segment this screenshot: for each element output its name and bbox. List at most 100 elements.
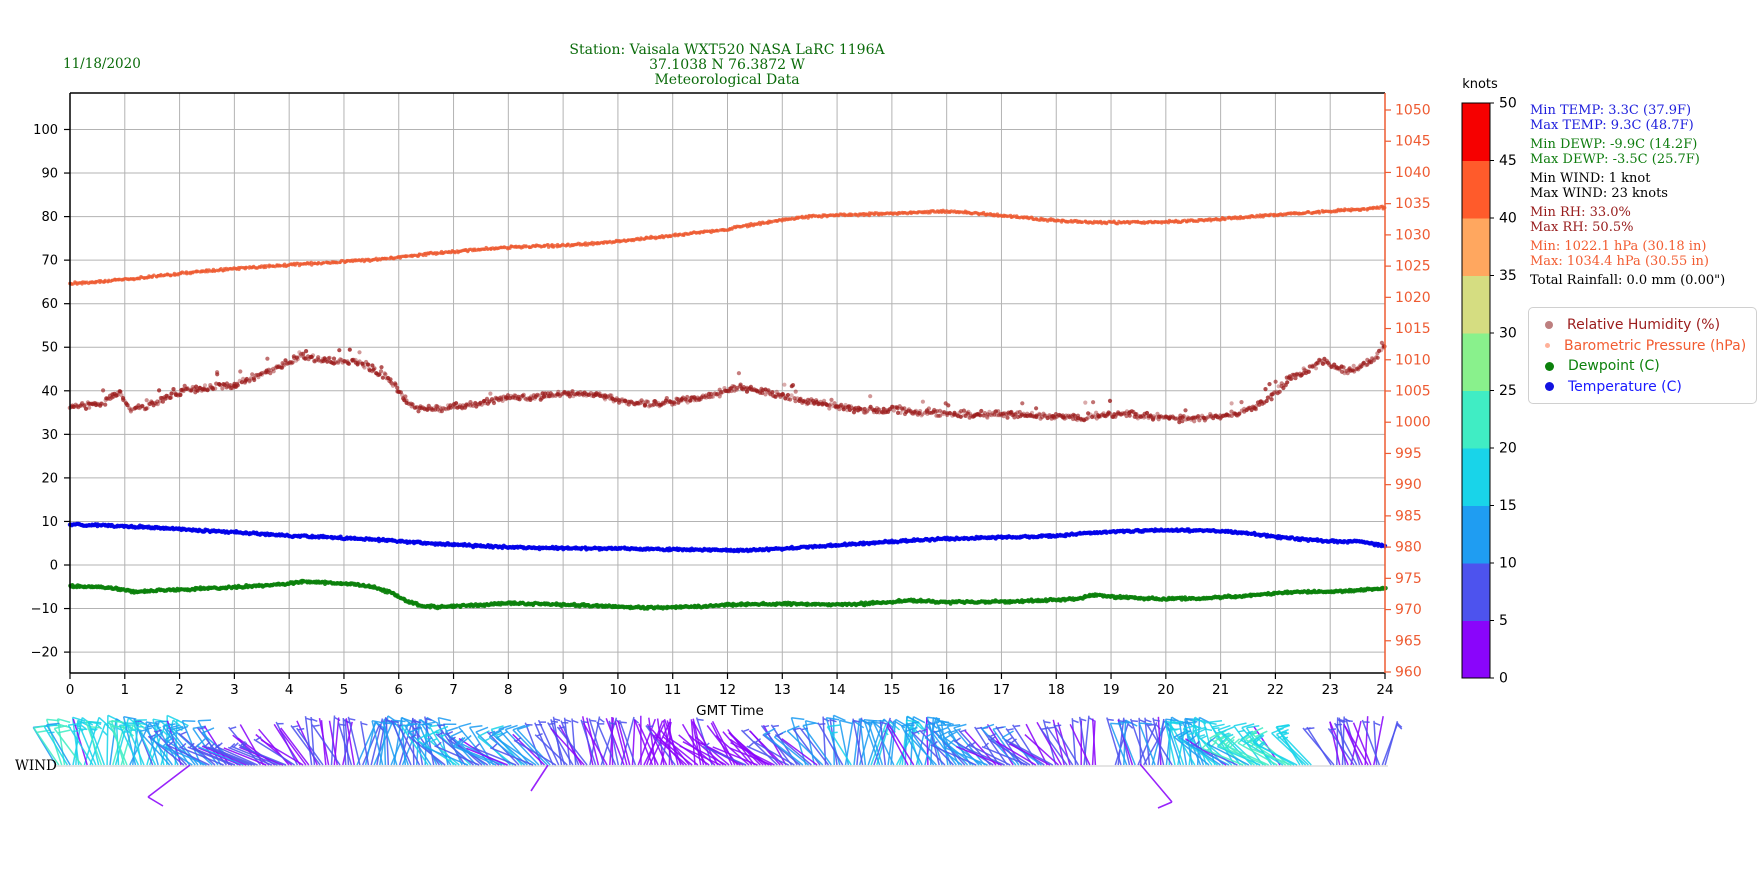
colorbar-tick-label: 50 (1499, 96, 1517, 112)
legend-item-label: Relative Humidity (%) (1567, 317, 1721, 334)
pressure-tick-label: 1005 (1395, 383, 1431, 399)
x-axis-tick-label: 24 (1376, 682, 1393, 698)
y-axis-tick-label: 0 (50, 559, 58, 574)
stat-line: Min RH: 33.0% (1530, 205, 1631, 220)
pressure-tick-label: 980 (1395, 540, 1422, 556)
plot-title: Station: Vaisala WXT520 NASA LaRC 1196A … (527, 43, 927, 88)
pressure-tick-label: 1000 (1395, 415, 1431, 431)
x-axis-tick-label: 2 (175, 682, 184, 698)
x-axis-tick-label: 0 (66, 682, 75, 698)
colorbar-tick-label: 5 (1499, 613, 1508, 629)
x-axis-tick-label: 13 (774, 682, 791, 698)
y-axis-tick-label: 30 (41, 428, 58, 443)
pressure-tick-label: 965 (1395, 633, 1422, 649)
x-axis-tick-label: 11 (664, 682, 681, 698)
y-axis-tick-label: 20 (41, 471, 58, 486)
stat-line: Min WIND: 1 knot (1530, 171, 1651, 186)
stat-line: Min TEMP: 3.3C (37.9F) (1530, 103, 1692, 118)
legend-item: Relative Humidity (%) (1529, 315, 1756, 336)
wind-barbs (32, 714, 1403, 809)
stat-line: Max DEWP: -3.5C (25.7F) (1530, 151, 1700, 167)
x-axis-tick-label: 1 (120, 682, 129, 698)
colorbar-tick-label: 15 (1499, 498, 1517, 514)
legend-item-label: Dewpoint (C) (1568, 358, 1660, 375)
pressure-tick-label: 1025 (1395, 259, 1431, 275)
pressure-tick-label: 990 (1395, 477, 1422, 493)
legend-item-label: Temperature (C) (1568, 378, 1682, 395)
legend-item: Dewpoint (C) (1529, 356, 1756, 377)
x-axis-tick-label: 10 (609, 682, 626, 698)
y-axis-right-pressure: 1050 1045 1040 1035 1030 1025 1020 1015 1010 1005… (1385, 103, 1431, 680)
colorbar-tick-label: 35 (1499, 268, 1517, 284)
pressure-tick-label: 995 (1395, 446, 1422, 462)
wind-speed-colorbar: 0 5 10 15 20 25 30 35 40 45 50 (1461, 96, 1517, 687)
series-dewpoint (68, 578, 1388, 611)
stat-line: Total Rainfall: 0.0 mm (0.00") (1530, 273, 1726, 288)
legend-box: Relative Humidity (%) Barometric Pressure… (1528, 307, 1757, 404)
stat-line: Min DEWP: -9.9C (14.2F) (1530, 137, 1698, 152)
stats-panel: Min TEMP: 3.3C (37.9F) Max TEMP: 9.3C (48… (1530, 103, 1760, 289)
legend-marker-dot (1545, 343, 1550, 349)
legend-marker-dot (1545, 361, 1554, 371)
y-axis-tick-label: 80 (41, 210, 58, 225)
title-coordinates-line: 37.1038 N 76.3872 W (649, 57, 805, 73)
colorbar-tick-label: 30 (1499, 326, 1517, 342)
x-axis-tick-label: 5 (340, 682, 349, 698)
x-axis-tick-label: 7 (449, 682, 458, 698)
colorbar-tick-label: 25 (1499, 383, 1517, 399)
plot-date: 11/18/2020 (63, 56, 141, 72)
x-axis-tick-label: 6 (394, 682, 403, 698)
x-axis-tick-label: 21 (1212, 682, 1229, 698)
stat-line: Max RH: 50.5% (1530, 219, 1634, 235)
y-axis-tick-label: 70 (41, 254, 58, 269)
colorbar-tick-label: 10 (1499, 556, 1517, 572)
x-axis-tick-label: 20 (1157, 682, 1174, 698)
colorbar-tick-label: 40 (1499, 211, 1517, 227)
pressure-tick-label: 975 (1395, 571, 1422, 587)
x-axis-tick-label: 17 (993, 682, 1010, 698)
x-axis-tick-label: 3 (230, 682, 239, 698)
legend-marker-dot (1545, 382, 1554, 392)
y-axis-tick-label: 40 (41, 384, 58, 399)
legend-marker-dot (1545, 321, 1553, 330)
colorbar-tick-label: 20 (1499, 441, 1517, 457)
pressure-tick-label: 985 (1395, 508, 1422, 524)
series-pressure (68, 204, 1387, 286)
x-axis-tick-label: 23 (1322, 682, 1339, 698)
x-axis-tick-label: 12 (719, 682, 736, 698)
stat-line: Max: 1034.4 hPa (30.55 in) (1530, 253, 1709, 269)
wind-row-label: WIND (15, 758, 57, 774)
y-axis-tick-label: 50 (41, 341, 58, 356)
pressure-tick-label: 970 (1395, 602, 1422, 618)
x-axis-tick-label: 16 (938, 682, 955, 698)
x-axis-tick-label: 22 (1267, 682, 1284, 698)
y-axis-tick-label: 10 (41, 515, 58, 530)
pressure-tick-label: 1015 (1395, 321, 1431, 337)
colorbar-tick-label: 45 (1499, 153, 1517, 169)
pressure-tick-label: 1045 (1395, 134, 1431, 150)
x-axis-tick-label: 15 (883, 682, 900, 698)
x-axis-tick-label: 8 (504, 682, 513, 698)
stat-line: Max WIND: 23 knots (1530, 185, 1668, 201)
pressure-tick-label: 1050 (1395, 103, 1431, 119)
stat-line: Min: 1022.1 hPa (30.18 in) (1530, 239, 1707, 254)
stat-line: Max TEMP: 9.3C (48.7F) (1530, 117, 1694, 133)
series-temperature (67, 521, 1388, 554)
x-axis-tick-label: 4 (285, 682, 294, 698)
series-rh (67, 340, 1387, 425)
pressure-tick-label: 1035 (1395, 196, 1431, 212)
x-axis: 0 1 2 3 4 5 6 7 8 9 10 11 12 13 14 15 16 17 18 19 20 21 22 23 24 (66, 673, 1394, 698)
title-station-line: Station: Vaisala WXT520 NASA LaRC 1196A (569, 42, 885, 58)
y-axis-tick-label: 90 (41, 167, 58, 182)
legend-item: Barometric Pressure (hPa) (1529, 336, 1756, 357)
legend-item-label: Barometric Pressure (hPa) (1564, 337, 1747, 354)
pressure-tick-label: 960 (1395, 664, 1422, 680)
pressure-tick-label: 1040 (1395, 165, 1431, 181)
title-subtitle-line: Meteorological Data (654, 72, 800, 88)
pressure-tick-label: 1010 (1395, 352, 1431, 368)
x-axis-tick-label: 19 (1102, 682, 1119, 698)
x-axis-tick-label: 18 (1048, 682, 1065, 698)
